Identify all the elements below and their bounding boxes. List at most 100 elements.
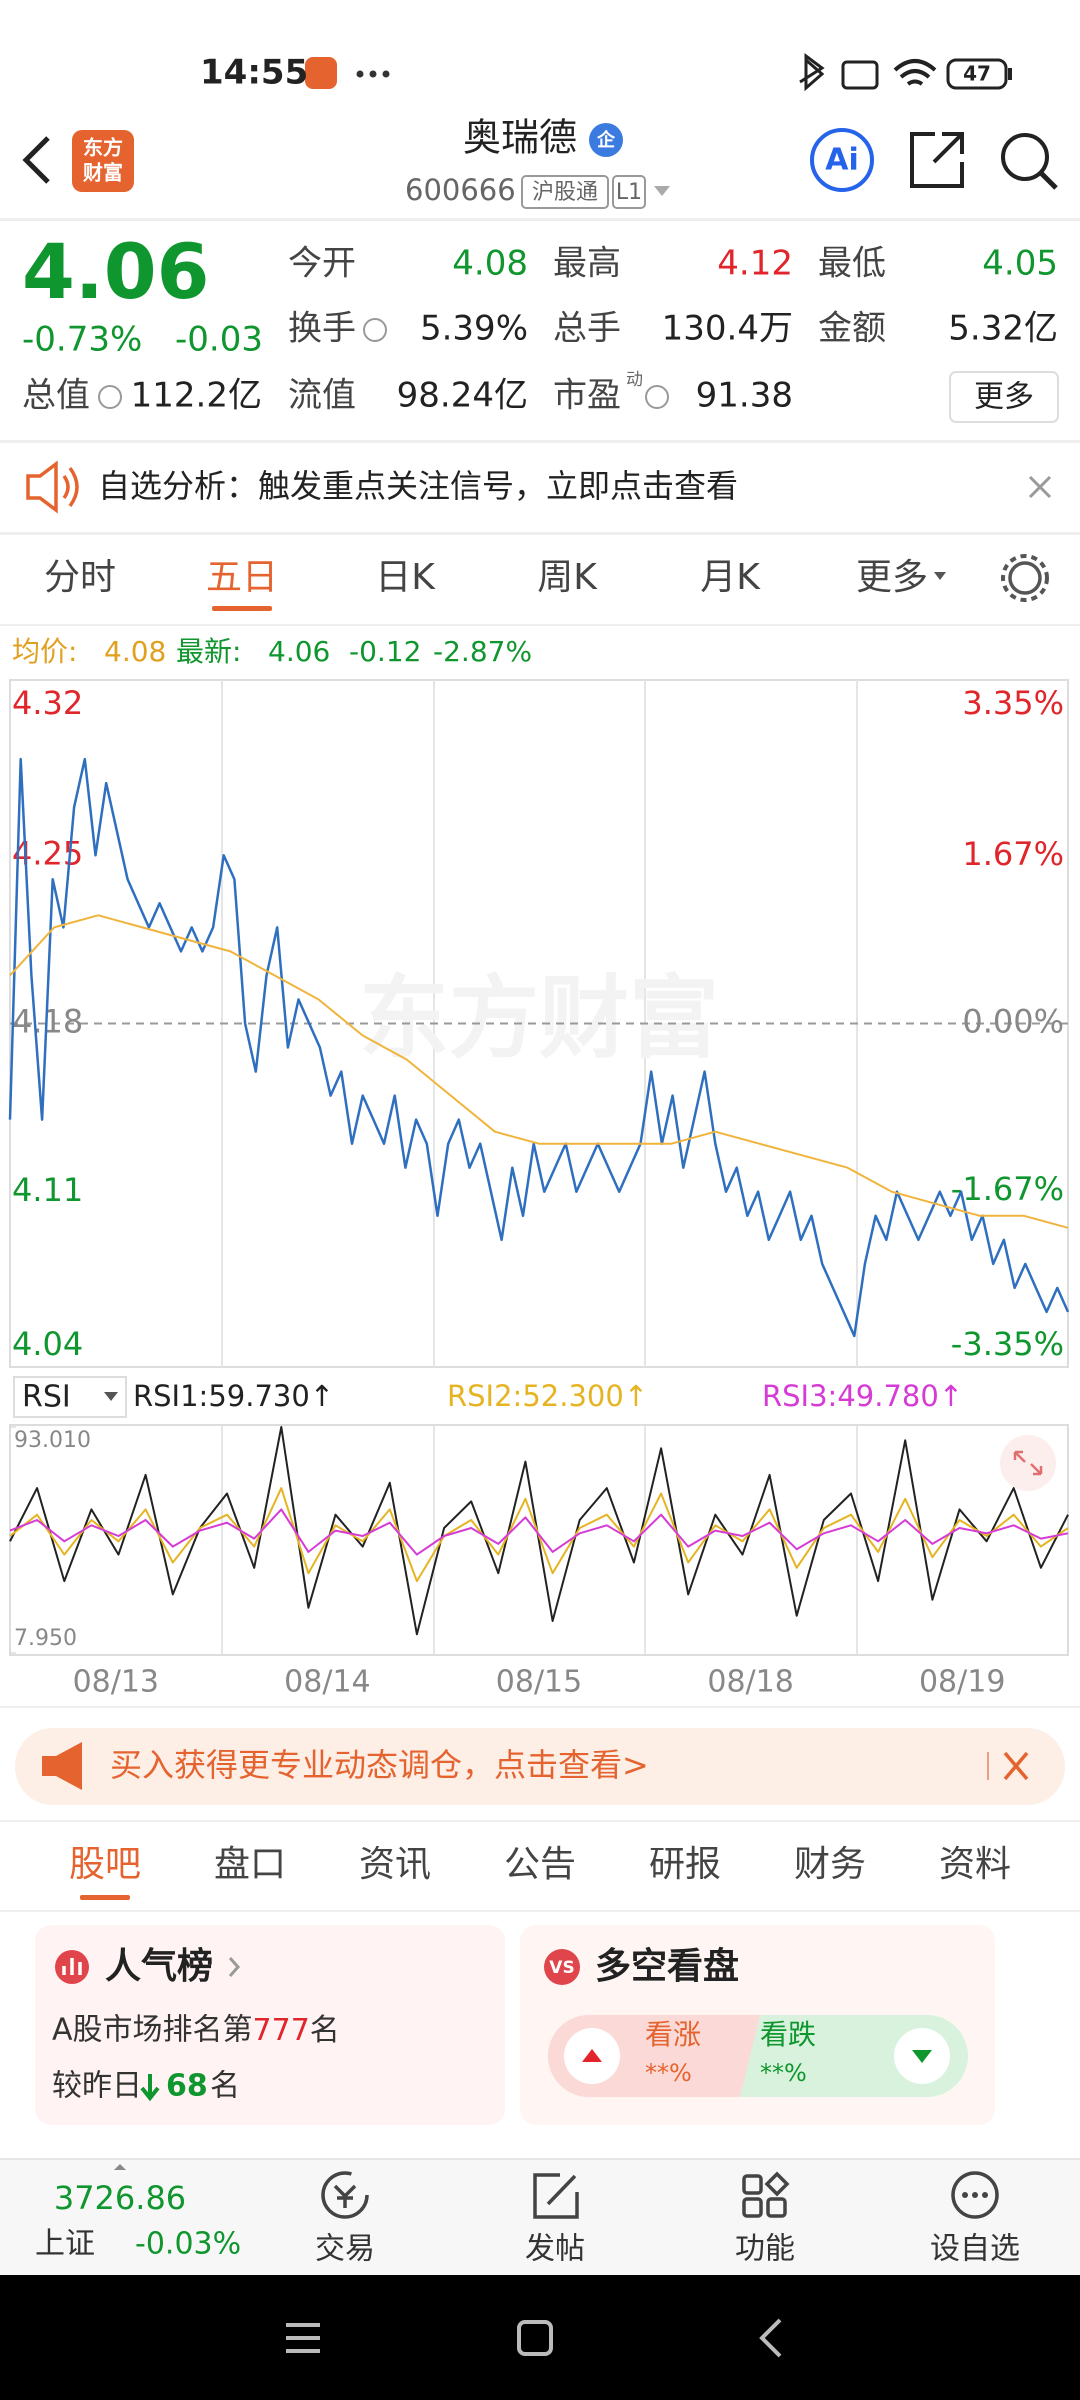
tag: 沪股通: [532, 180, 598, 205]
field-label: 金额: [818, 309, 886, 349]
legend-entry: RSI2:52.300↑: [447, 1379, 648, 1413]
ai-label[interactable]: Ai: [825, 143, 859, 178]
y-tick-label: 4.04: [12, 1325, 83, 1363]
dropdown-arrow[interactable]: [934, 572, 946, 580]
field-label: 市盈: [553, 376, 621, 416]
y2-tick-label: 1.67%: [962, 835, 1064, 873]
chart-tab[interactable]: 更多: [856, 557, 928, 598]
latest-label: 最新:: [176, 635, 241, 668]
notice-text[interactable]: 自选分析：触发重点关注信号，立即点击查看: [98, 467, 738, 505]
divider: [0, 1820, 1080, 1822]
more-button[interactable]: [949, 371, 1059, 423]
system-bar: [0, 2275, 1080, 2400]
info-icon[interactable]: [645, 385, 669, 409]
ad-text[interactable]: 买入获得更专业动态调仓，点击查看>: [110, 1746, 649, 1784]
divider: [0, 2158, 1080, 2160]
stock-name: 奥瑞德: [463, 116, 577, 160]
rank-suffix: 名: [310, 2013, 340, 2048]
down-triangle: [912, 2050, 932, 2063]
nav-item[interactable]: 功能: [735, 2232, 795, 2267]
x-tick-label: 08/19: [919, 1665, 1005, 1700]
down-label: 看跌: [760, 2018, 816, 2051]
section-tab[interactable]: 盘口: [214, 1844, 286, 1885]
legend-entry: RSI1:59.730↑: [133, 1379, 334, 1413]
nav-item[interactable]: 发帖: [525, 2232, 585, 2267]
info-icon[interactable]: [98, 385, 122, 409]
latest-value: 4.06: [268, 635, 330, 668]
field-label: 总手: [553, 309, 621, 349]
pe-mark: 动: [626, 370, 643, 390]
chevron: [228, 1957, 241, 1977]
chart-tab[interactable]: 月K: [700, 557, 761, 598]
nav-item[interactable]: 交易: [315, 2232, 375, 2267]
field-value: 130.4万: [662, 309, 793, 349]
expand-button[interactable]: [1000, 1435, 1056, 1491]
app-icon: [305, 57, 337, 89]
vs-icon: [544, 1949, 580, 1985]
section-tab[interactable]: 资讯: [359, 1844, 431, 1885]
index-value[interactable]: 3726.86: [54, 2179, 186, 2217]
field-value: 4.08: [452, 244, 528, 284]
section-tab[interactable]: 资料: [939, 1844, 1011, 1885]
tag-box: [521, 175, 609, 209]
popularity-card[interactable]: [35, 1925, 505, 2125]
section-tab[interactable]: 财务: [794, 1844, 866, 1885]
logo-text: 东方: [83, 136, 123, 160]
close-button[interactable]: [1028, 475, 1052, 499]
more-button-label[interactable]: 更多: [974, 380, 1034, 415]
tag: L1: [616, 180, 642, 205]
share-button[interactable]: [910, 132, 964, 188]
more-dots: [356, 70, 390, 78]
settings-button[interactable]: [1008, 561, 1042, 595]
change-text: 较昨日: [52, 2069, 142, 2104]
nav-item[interactable]: 设自选: [930, 2232, 1020, 2267]
y-tick-label: 4.32: [12, 684, 83, 722]
divider: [0, 440, 1080, 443]
field-label: 今开: [288, 244, 356, 284]
chart-tab[interactable]: 日K: [375, 557, 436, 598]
nav-dots: [962, 2192, 988, 2198]
divider: [0, 624, 1080, 626]
indicator-selector[interactable]: [13, 1376, 127, 1418]
ad-close[interactable]: [1003, 1751, 1029, 1781]
chart-tab[interactable]: 分时: [44, 557, 116, 598]
field-value: 4.05: [982, 244, 1058, 284]
y-tick-label: 4.11: [12, 1171, 83, 1209]
back-button[interactable]: [22, 136, 50, 184]
field-value: 112.2亿: [131, 376, 262, 416]
change-percent: -0.73%: [22, 320, 142, 360]
ai-button[interactable]: [810, 128, 874, 192]
sim-icon: [841, 60, 879, 90]
field-value: 5.39%: [420, 309, 528, 349]
x-tick-label: 08/14: [284, 1665, 370, 1700]
section-tab[interactable]: 股吧: [69, 1844, 141, 1885]
index-name: 上证: [35, 2227, 95, 2262]
battery-icon: [946, 58, 1008, 90]
card-title[interactable]: 多空看盘: [595, 1945, 739, 1987]
section-tab[interactable]: 研报: [649, 1844, 721, 1885]
y2-tick-label: 3.35%: [962, 684, 1064, 722]
system-buttons[interactable]: [286, 2318, 782, 2358]
card-title[interactable]: 人气榜: [105, 1946, 213, 1987]
dropdown-arrow[interactable]: [654, 186, 670, 196]
search-button[interactable]: [1001, 133, 1049, 181]
index-toggle[interactable]: [114, 2164, 126, 2170]
speaker-icon: [26, 460, 79, 514]
tab-underline: [80, 1895, 130, 1900]
rank-value: 777: [253, 2013, 310, 2048]
indicator-name[interactable]: RSI: [22, 1380, 71, 1415]
field-value: 98.24亿: [397, 376, 528, 416]
dropdown-arrow: [104, 1392, 118, 1401]
logo: [72, 130, 134, 192]
field-value: 91.38: [696, 376, 793, 416]
down-arrow: [140, 2074, 160, 2102]
change: -0.03: [175, 320, 263, 360]
chart-tab[interactable]: 周K: [537, 557, 598, 598]
ad-banner[interactable]: [15, 1728, 1065, 1805]
chart-tab[interactable]: 五日: [206, 557, 278, 598]
badge: 企: [596, 129, 616, 151]
section-tab[interactable]: 公告: [504, 1844, 576, 1885]
series-line: [9, 1508, 1069, 1556]
info-icon[interactable]: [363, 318, 387, 342]
